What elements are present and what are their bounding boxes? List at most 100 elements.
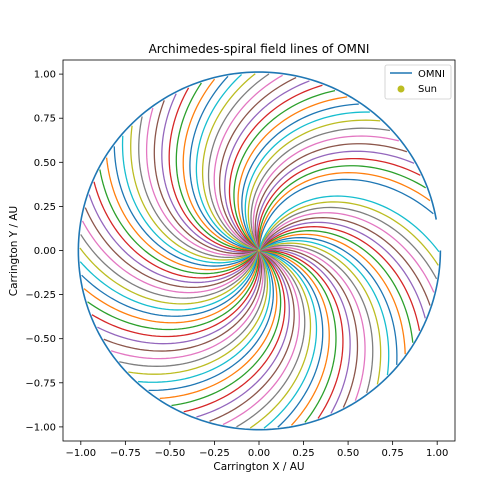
spiral-line bbox=[97, 250, 261, 345]
spiral-line bbox=[258, 230, 414, 343]
spiral-line bbox=[258, 233, 406, 355]
spiral-line bbox=[249, 249, 312, 429]
spiral-line bbox=[222, 249, 300, 426]
spiral-line bbox=[145, 107, 260, 256]
spiral-line bbox=[113, 146, 260, 267]
spiral-line bbox=[195, 74, 260, 252]
x-tick-label: 1.00 bbox=[426, 448, 448, 459]
spiral-line bbox=[258, 249, 344, 419]
spiral-line bbox=[258, 239, 390, 376]
spiral-line bbox=[110, 250, 264, 360]
spiral-line bbox=[258, 249, 324, 428]
spiral-line bbox=[258, 226, 421, 331]
spiral-line bbox=[161, 93, 260, 253]
y-tick-label: 0.25 bbox=[34, 202, 56, 213]
spiral-line bbox=[241, 103, 359, 251]
spiral-line bbox=[258, 244, 374, 394]
spiral-line bbox=[148, 250, 274, 392]
spiral-line bbox=[256, 150, 415, 251]
spiral-line bbox=[213, 74, 283, 252]
spiral-line bbox=[258, 217, 431, 306]
spiral-line bbox=[258, 212, 435, 293]
spiral-line bbox=[233, 89, 336, 251]
spiral-line bbox=[224, 80, 310, 252]
spiral-line bbox=[153, 100, 260, 255]
spiral-line bbox=[84, 207, 260, 289]
spiral-line bbox=[87, 250, 260, 331]
spiral-line bbox=[258, 247, 359, 408]
spiral-line bbox=[257, 157, 421, 251]
spiral-line bbox=[254, 143, 408, 251]
spiral-field-lines bbox=[79, 73, 440, 429]
spiral-line bbox=[236, 249, 306, 428]
chart-title: Archimedes-spiral field lines of OMNI bbox=[149, 42, 370, 56]
spiral-line bbox=[83, 250, 260, 324]
spiral-line bbox=[250, 127, 390, 251]
spiral-line bbox=[103, 250, 263, 352]
spiral-line bbox=[258, 242, 382, 385]
spiral-line bbox=[258, 249, 337, 423]
spiral-line bbox=[182, 78, 260, 252]
y-tick-label: 0.00 bbox=[34, 246, 56, 257]
spiral-line bbox=[81, 250, 260, 317]
spiral-line bbox=[79, 250, 260, 311]
spiral-line bbox=[209, 249, 295, 422]
y-tick-label: −0.50 bbox=[25, 334, 56, 345]
spiral-line bbox=[244, 111, 370, 251]
spiral-line bbox=[258, 201, 439, 266]
spiral-line bbox=[258, 172, 431, 251]
y-tick-label: 1.00 bbox=[34, 70, 56, 81]
spiral-line bbox=[171, 250, 282, 407]
spiral-line bbox=[247, 119, 381, 251]
x-axis-label: Carrington X / AU bbox=[213, 461, 304, 473]
spiral-line bbox=[207, 73, 270, 252]
legend-omni-label: OMNI bbox=[418, 69, 445, 80]
legend-sun-marker bbox=[397, 85, 405, 93]
spiral-line bbox=[258, 249, 330, 426]
spiral-line bbox=[257, 165, 427, 251]
spiral-line bbox=[201, 73, 260, 252]
spiral-line bbox=[228, 84, 323, 252]
legend: OMNI Sun bbox=[384, 64, 452, 100]
omni-orbit bbox=[77, 71, 442, 431]
spiral-line bbox=[175, 82, 260, 252]
spiral-line bbox=[88, 194, 260, 284]
spiral-line bbox=[159, 250, 278, 400]
spiral-line bbox=[168, 87, 260, 252]
legend-sun-label: Sun bbox=[418, 84, 437, 95]
spiral-line bbox=[258, 206, 438, 280]
spiral-line bbox=[258, 178, 434, 251]
spiral-line bbox=[258, 237, 398, 365]
y-tick-label: −0.75 bbox=[25, 378, 56, 389]
spiral-line bbox=[183, 250, 286, 413]
y-tick-label: −0.25 bbox=[25, 290, 56, 301]
spiral-line bbox=[128, 250, 269, 375]
spiral-line bbox=[99, 169, 260, 275]
y-tick-label: 0.50 bbox=[34, 158, 56, 169]
omni-orbit-line bbox=[77, 71, 442, 431]
spiral-line bbox=[105, 157, 260, 271]
spiral-line bbox=[121, 135, 260, 264]
x-tick-label: −0.50 bbox=[155, 448, 186, 459]
spiral-line bbox=[258, 195, 440, 253]
spiral-line bbox=[138, 116, 260, 259]
spiral-line bbox=[258, 221, 426, 319]
x-tick-label: −0.25 bbox=[199, 448, 230, 459]
x-tick-label: 0.00 bbox=[248, 448, 270, 459]
x-tick-label: −0.75 bbox=[110, 448, 141, 459]
spiral-line bbox=[258, 248, 351, 414]
spiral-line bbox=[91, 250, 261, 338]
x-tick-label: 0.75 bbox=[382, 448, 404, 459]
spiral-line bbox=[218, 77, 297, 252]
spiral-line bbox=[196, 249, 290, 418]
spiral-line bbox=[81, 220, 260, 294]
spiral-line bbox=[130, 125, 260, 261]
spiral-line bbox=[258, 246, 366, 401]
y-tick-label: −1.00 bbox=[25, 422, 56, 433]
spiral-line bbox=[189, 75, 260, 252]
spiral-line bbox=[93, 181, 260, 279]
spiral-line bbox=[80, 234, 260, 299]
y-tick-label: 0.75 bbox=[34, 114, 56, 125]
spiral-line bbox=[258, 249, 318, 429]
